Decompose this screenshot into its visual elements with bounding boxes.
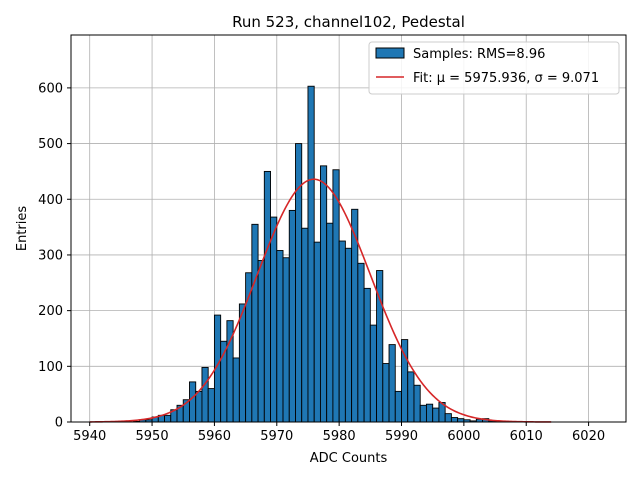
histogram-bar [369, 324, 378, 423]
y-tick-label-6: 600 [38, 81, 63, 96]
legend-label-samples: Samples: RMS=8.96 [413, 47, 545, 62]
histogram-bar [332, 169, 340, 423]
histogram-bar [344, 247, 353, 423]
x-tick-label-8: 6020 [572, 429, 605, 444]
histogram-bar [326, 222, 334, 423]
histogram-bar [263, 170, 272, 423]
legend-swatch-samples [375, 47, 405, 59]
x-tick-label-3: 5970 [260, 429, 293, 444]
histogram-bar [257, 260, 265, 423]
histogram-bar [301, 227, 309, 423]
histogram-bar [276, 250, 284, 423]
x-tick-label-6: 6000 [447, 429, 480, 444]
legend-box [368, 41, 620, 95]
histogram-bars [132, 85, 502, 423]
x-tick-label-2: 5960 [198, 429, 231, 444]
x-tick-label-5: 5990 [385, 429, 418, 444]
histogram-bar [195, 390, 203, 423]
histogram-bar [251, 223, 259, 423]
histogram-bar [282, 257, 290, 423]
y-tick-label-1: 100 [38, 360, 63, 375]
histogram-bar [457, 418, 465, 423]
fit-curve [89, 178, 552, 423]
histogram-bar [319, 165, 328, 423]
histogram-bar [425, 403, 434, 423]
histogram-bar [419, 404, 427, 423]
y-tick-label-2: 200 [38, 304, 63, 319]
histogram-bar [313, 241, 321, 423]
histogram-bar [363, 287, 371, 423]
histogram-bar [388, 344, 396, 423]
chart-title: Run 523, channel102, Pedestal [232, 13, 465, 31]
plot-frame [70, 34, 627, 423]
histogram-bar [288, 209, 296, 423]
histogram-bar [413, 384, 421, 423]
y-axis-ticks: 0 100 200 300 400 500 600 [38, 81, 71, 431]
x-tick-label-1: 5950 [136, 429, 169, 444]
histogram-bar [407, 371, 415, 423]
legend-label-fit: Fit: μ = 5975.936, σ = 9.071 [413, 71, 599, 86]
histogram-bar [357, 262, 365, 423]
histogram-bar [338, 240, 346, 423]
histogram-bar [189, 381, 197, 423]
histogram-bar [270, 216, 278, 423]
y-tick-label-3: 300 [38, 248, 63, 263]
x-tick-label-0: 5940 [73, 429, 106, 444]
histogram-bar [394, 390, 402, 423]
histogram-bar [201, 366, 209, 423]
y-tick-label-0: 0 [55, 416, 63, 431]
x-axis-label: ADC Counts [310, 451, 388, 466]
histogram-bar [444, 413, 452, 423]
y-tick-label-4: 400 [38, 193, 63, 208]
legend: Samples: RMS=8.96 Fit: μ = 5975.936, σ =… [368, 41, 620, 95]
histogram-bar [432, 407, 440, 423]
y-tick-label-5: 500 [38, 137, 63, 152]
histogram-bar [382, 363, 390, 423]
histogram-bar [164, 414, 172, 423]
histogram-bar [450, 417, 459, 423]
histogram-bar [238, 303, 247, 423]
histogram-bar [307, 85, 315, 423]
histogram-bar [207, 388, 215, 423]
y-axis-label: Entries [15, 206, 30, 252]
x-axis-ticks: 5940 5950 5960 5970 5980 5990 6000 6010 6020 [73, 422, 605, 444]
histogram-bar [232, 357, 240, 423]
x-tick-label-7: 6010 [510, 429, 543, 444]
x-tick-label-4: 5980 [323, 429, 356, 444]
